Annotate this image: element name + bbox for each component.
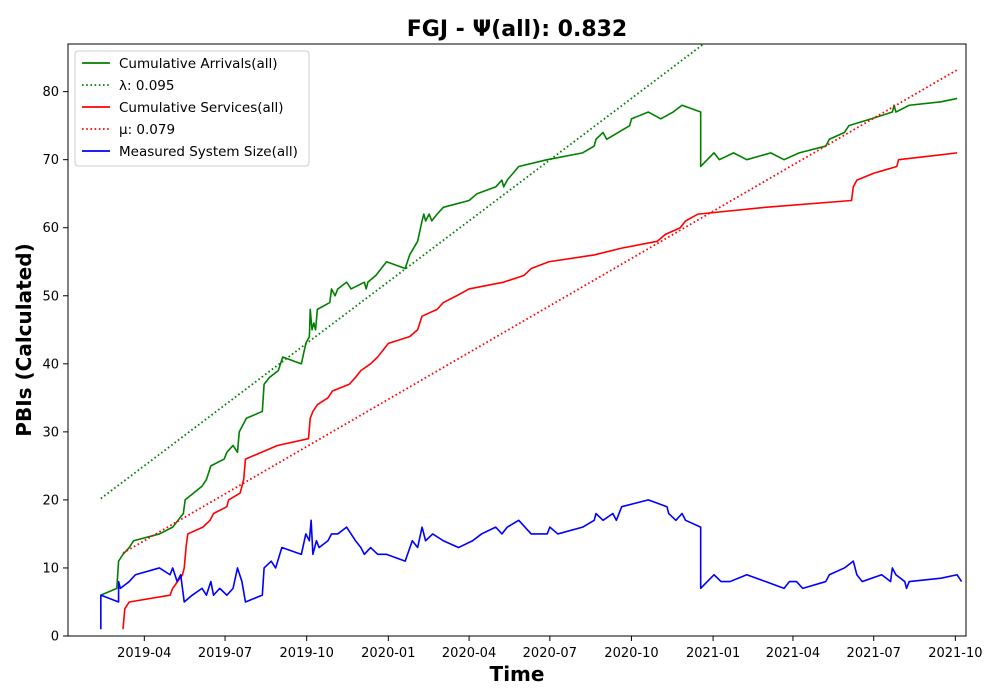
series-line-3 (122, 152, 958, 630)
chart-title: FGJ - Ψ(all): 0.832 (407, 17, 628, 42)
legend: Cumulative Arrivals(all) λ: 0.095 Cumulati… (74, 50, 310, 167)
x-tick-label: 2021-04 (766, 646, 820, 661)
x-tick-label: 2020-10 (604, 646, 658, 661)
y-tick-label: 50 (42, 289, 59, 304)
axes: 2019-04 2019-07 2019-10 2020-01 2020-04 2020-… (42, 43, 983, 661)
legend-label-2: λ: 0.095 (119, 78, 174, 94)
y-tick-label: 60 (42, 221, 59, 236)
series-line-1 (100, 97, 958, 596)
x-tick-label: 2019-10 (280, 646, 334, 661)
x-tick-label: 2021-01 (686, 646, 740, 661)
legend-label-5: Measured System Size(all) (119, 144, 298, 160)
y-tick-label: 30 (42, 425, 59, 440)
x-tick-label: 2019-04 (117, 646, 171, 661)
y-axis-label: PBIs (Calculated) (12, 243, 36, 436)
legend-label-4: μ: 0.079 (119, 122, 175, 138)
x-tick-label: 2019-07 (198, 646, 252, 661)
series-line-5 (100, 499, 963, 630)
y-tick-label: 70 (42, 153, 59, 168)
series-line-4 (122, 69, 958, 554)
legend-box (74, 50, 310, 167)
x-tick-label: 2020-04 (442, 646, 496, 661)
plot-area (100, 44, 963, 630)
x-tick-label: 2021-10 (928, 646, 982, 661)
x-axis-label: Time (490, 662, 545, 686)
x-tick-label: 2021-07 (847, 646, 901, 661)
x-tick-label: 2020-01 (361, 646, 415, 661)
y-tick-label: 80 (42, 85, 59, 100)
y-tick-label: 40 (42, 357, 59, 372)
plot-frame (67, 43, 967, 637)
x-tick-label: 2020-07 (523, 646, 577, 661)
y-tick-label: 10 (42, 561, 59, 576)
legend-label-3: Cumulative Services(all) (119, 100, 284, 116)
y-tick-label: 20 (42, 493, 59, 508)
y-tick-label: 0 (51, 630, 59, 645)
legend-label-1: Cumulative Arrivals(all) (119, 56, 278, 72)
